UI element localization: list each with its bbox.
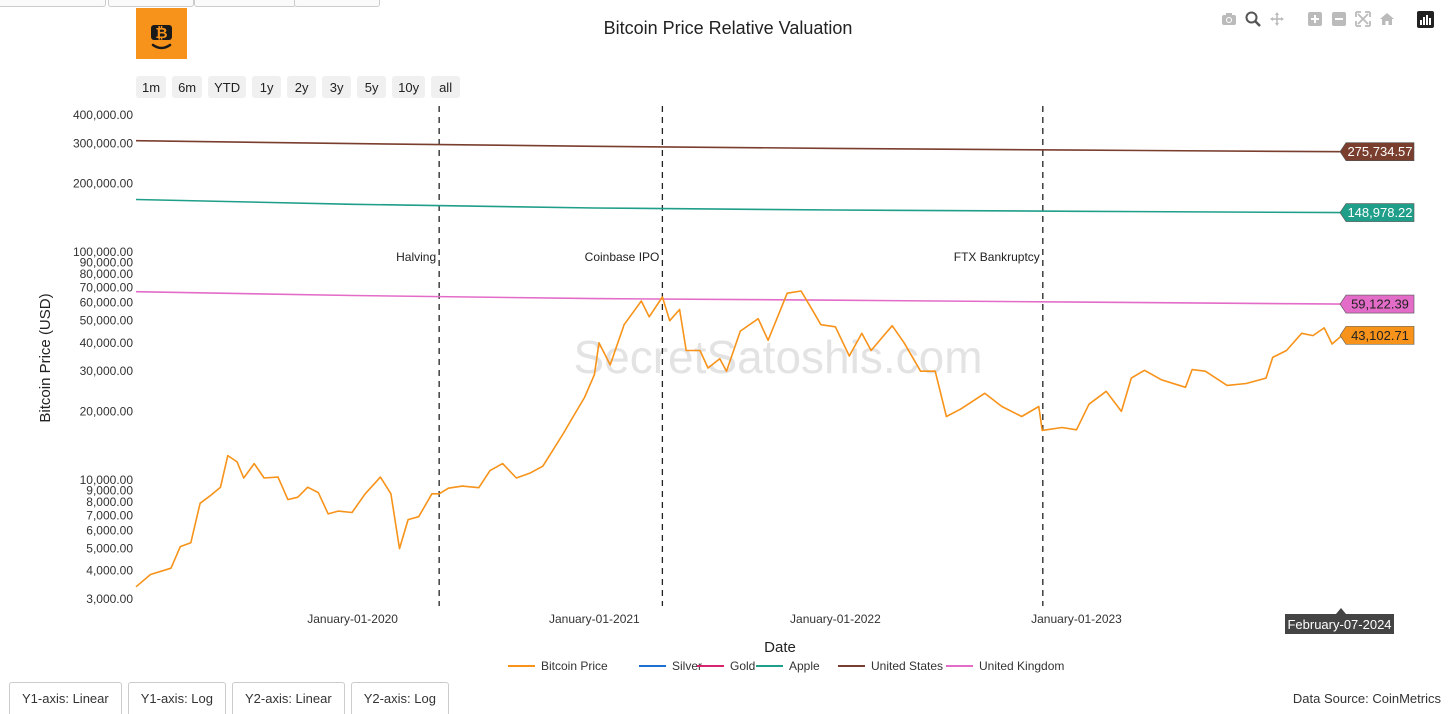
legend-entry[interactable]: Silver	[672, 659, 702, 673]
y-tick-label: 50,000.00	[80, 314, 134, 328]
watermark: SecretSatoshis.com	[573, 331, 982, 383]
y-tick-label: 7,000.00	[86, 508, 133, 522]
end-value-badge	[1339, 142, 1415, 161]
y-tick-label: 3,000.00	[86, 592, 133, 606]
x-tick-label: January-01-2020	[307, 612, 398, 626]
range-button-3y[interactable]: 3y	[322, 76, 352, 98]
x-axis-title: Date	[764, 639, 796, 656]
end-value-label: 275,734.57	[1347, 144, 1412, 159]
end-value-label: 59,122.39	[1351, 297, 1409, 312]
modebar	[1220, 10, 1434, 28]
axis-scale-tabs: Y1-axis: Linear Y1-axis: Log Y2-axis: Li…	[9, 682, 449, 714]
range-button-1y[interactable]: 1y	[252, 76, 282, 98]
y-tick-label: 5,000.00	[86, 542, 133, 556]
series-line	[135, 139, 1343, 153]
top-tab[interactable]	[0, 0, 106, 7]
tab-y1-linear[interactable]: Y1-axis: Linear	[9, 682, 122, 714]
bitcoin-logo: ₿	[136, 8, 187, 59]
range-button-6m[interactable]: 6m	[172, 76, 203, 98]
y-tick-label: 100,000.00	[73, 245, 133, 259]
camera-icon[interactable]	[1220, 10, 1238, 28]
range-button-10y[interactable]: 10y	[392, 76, 426, 98]
legend-entry[interactable]: Apple	[789, 659, 820, 673]
bitcoin-face-icon: ₿	[136, 8, 187, 59]
series-line	[135, 198, 1343, 214]
y-tick-label: 60,000.00	[80, 296, 134, 310]
y-tick-label: 8,000.00	[86, 495, 133, 509]
series-line	[135, 290, 1343, 305]
range-button-5y[interactable]: 5y	[357, 76, 387, 98]
y-tick-label: 4,000.00	[86, 564, 133, 578]
x-tick-label: January-01-2021	[549, 612, 640, 626]
top-tab[interactable]	[108, 0, 194, 7]
legend-entry[interactable]: United States	[871, 659, 943, 673]
y-tick-label: 30,000.00	[80, 364, 134, 378]
legend-entry[interactable]: United Kingdom	[979, 659, 1064, 673]
tab-y1-log[interactable]: Y1-axis: Log	[127, 682, 226, 714]
range-button-2y[interactable]: 2y	[287, 76, 317, 98]
x-tick-label: January-01-2023	[1031, 612, 1122, 626]
y-tick-label: 80,000.00	[80, 267, 134, 281]
annotation-label: Coinbase IPO	[585, 250, 660, 264]
zoom-icon[interactable]	[1244, 10, 1262, 28]
top-tab-strip	[0, 0, 400, 8]
y-tick-label: 300,000.00	[73, 136, 133, 150]
pan-icon[interactable]	[1268, 10, 1286, 28]
end-value-label: 148,978.22	[1347, 205, 1412, 220]
data-source-note: Data Source: CoinMetrics	[1292, 691, 1441, 706]
top-tab[interactable]	[294, 0, 380, 7]
end-value-label: 43,102.71	[1351, 328, 1409, 343]
y-tick-label: 9,000.00	[86, 483, 133, 497]
autoscale-icon[interactable]	[1354, 10, 1372, 28]
series-line	[135, 290, 1343, 588]
annotation-label: FTX Bankruptcy	[954, 250, 1040, 264]
annotation-label: Halving	[396, 250, 436, 264]
legend: Bitcoin Price Silver Gold Apple United State…	[508, 659, 1064, 673]
y-tick-label: 10,000.00	[80, 473, 134, 487]
y-tick-label: 200,000.00	[73, 176, 133, 190]
y-tick-label: 6,000.00	[86, 524, 133, 538]
end-value-badge	[1339, 294, 1415, 314]
legend-entry[interactable]: Gold	[730, 659, 755, 673]
y-tick-label: 20,000.00	[80, 404, 134, 418]
x-tick-label: January-01-2022	[790, 612, 881, 626]
tab-y2-linear[interactable]: Y2-axis: Linear	[231, 682, 345, 714]
y-axis-title: Bitcoin Price (USD)	[37, 293, 54, 422]
y-tick-label: 400,000.00	[73, 108, 133, 122]
zoom-in-icon[interactable]	[1306, 10, 1324, 28]
range-button-all[interactable]: all	[431, 76, 461, 98]
chart-plot[interactable]: SecretSatoshis.com 3,000.00 4,000.00 5,000…	[0, 0, 1456, 682]
end-value-badge	[1339, 326, 1415, 345]
hover-tooltip: February-07-2024	[1285, 608, 1394, 634]
range-selector: 1m 6m YTD 1y 2y 3y 5y 10y all	[136, 76, 461, 98]
plotly-logo-icon[interactable]	[1416, 10, 1434, 28]
chart-title: Bitcoin Price Relative Valuation	[603, 18, 853, 38]
y-tick-label: 70,000.00	[80, 280, 134, 294]
watermark-text: SecretSatoshis.com	[573, 331, 982, 383]
y-tick-label: 40,000.00	[80, 336, 134, 350]
range-button-ytd[interactable]: YTD	[208, 76, 247, 98]
zoom-out-icon[interactable]	[1330, 10, 1348, 28]
svg-text:₿: ₿	[155, 24, 167, 42]
y-tick-label: 90,000.00	[80, 255, 134, 269]
tab-y2-log[interactable]: Y2-axis: Log	[350, 682, 449, 714]
end-value-badge	[1339, 203, 1415, 222]
hover-date-label: February-07-2024	[1287, 617, 1391, 632]
home-icon[interactable]	[1378, 10, 1396, 28]
legend-entry[interactable]: Bitcoin Price	[541, 659, 608, 673]
range-button-1m[interactable]: 1m	[136, 76, 167, 98]
